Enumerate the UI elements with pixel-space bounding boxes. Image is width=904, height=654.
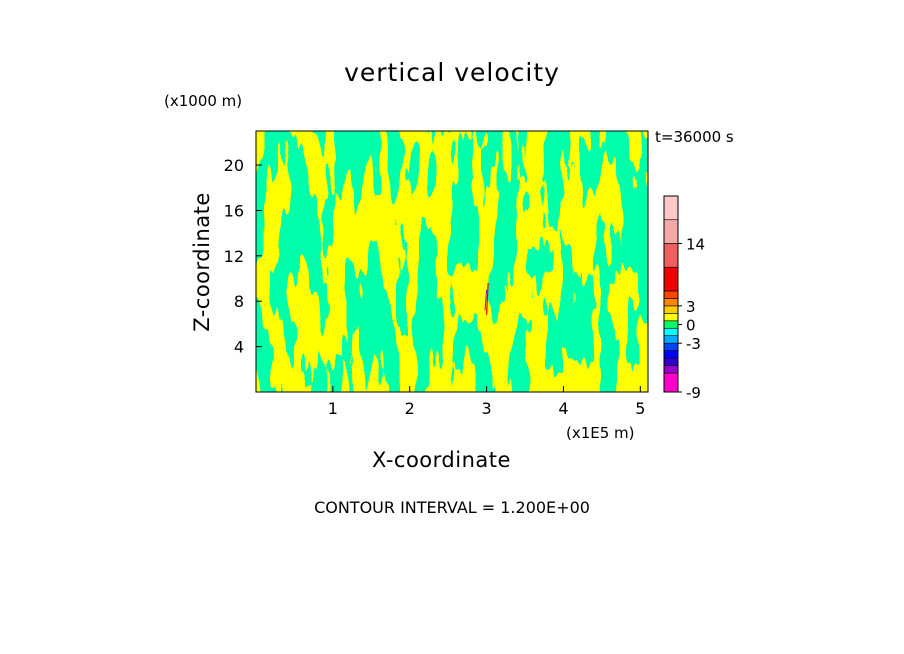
colorbar-segment (663, 350, 679, 359)
colorbar-segment (663, 298, 679, 307)
colorbar-segment (663, 219, 679, 244)
x-unit-label: (x1E5 m) (566, 424, 635, 442)
x-tick-label: 5 (635, 399, 645, 418)
colorbar-segment (663, 243, 679, 268)
colorbar-tick-label: -3 (686, 335, 701, 353)
x-tick-label: 3 (481, 399, 491, 418)
y-tick-label: 16 (224, 201, 244, 220)
x-axis-label: X-coordinate (372, 448, 511, 472)
colorbar-tick-label: -9 (686, 384, 701, 402)
updraft-core (485, 283, 489, 315)
colorbar-tick-label: 3 (686, 298, 696, 316)
x-tick-label: 4 (558, 399, 568, 418)
colorbar-segment (663, 195, 679, 221)
x-tick-label: 1 (328, 399, 338, 418)
colorbar-segment (663, 320, 679, 329)
velocity-field (256, 131, 648, 392)
colorbar-segment (663, 313, 679, 322)
colorbar-tick-label: 0 (686, 317, 696, 335)
colorbar: -9 -303 14 (663, 195, 705, 402)
chart-title: vertical velocity (344, 58, 560, 87)
time-label: t=36000 s (655, 128, 734, 146)
colorbar-segment (663, 335, 679, 344)
z-unit-label: (x1000 m) (164, 92, 243, 110)
contour-interval-text: CONTOUR INTERVAL = 1.200E+00 (314, 498, 590, 517)
colorbar-tick-label: 14 (686, 235, 705, 253)
colorbar-segment (663, 266, 679, 292)
colorbar-segment (663, 372, 679, 393)
downdraft-core (484, 289, 488, 311)
colorbar-segment (663, 357, 679, 366)
y-tick-label: 4 (234, 338, 244, 357)
plot-frame (255, 130, 649, 393)
colorbar-segment (663, 342, 679, 351)
y-tick-label: 20 (224, 156, 244, 175)
y-tick-label: 8 (234, 292, 244, 311)
field-pattern (256, 131, 648, 392)
y-tick-label: 12 (224, 247, 244, 266)
x-tick-label: 2 (405, 399, 415, 418)
colorbar-border (663, 195, 679, 393)
colorbar-segment (663, 305, 679, 314)
colorbar-segment (663, 365, 679, 374)
colorbar-segment (663, 327, 679, 337)
colorbar-segment (663, 290, 679, 299)
frame-border (255, 130, 649, 393)
